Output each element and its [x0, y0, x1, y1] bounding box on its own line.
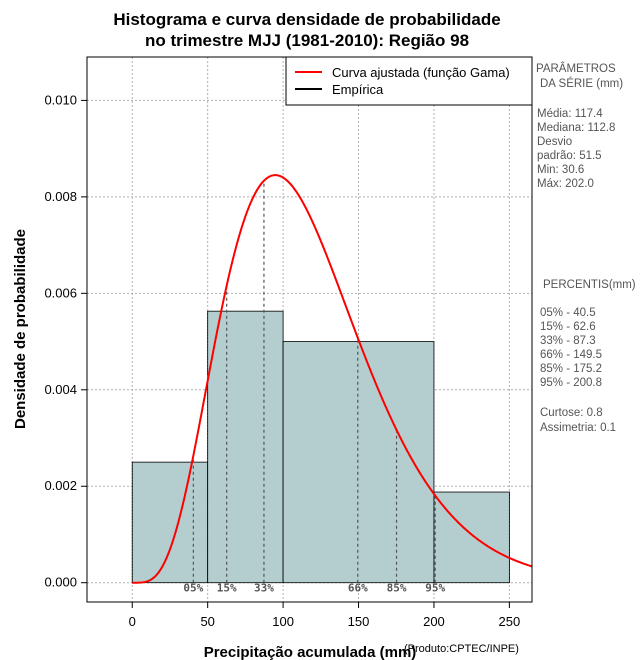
stat-assimetria: Assimetria: 0.1: [540, 422, 616, 434]
legend-label-empirical: Empírica: [332, 82, 384, 97]
params-title-line-2: DA SÉRIE (mm): [540, 77, 623, 90]
param-max: Máx: 202.0: [537, 178, 594, 190]
x-tick-label-1: 50: [200, 614, 214, 629]
legend: Curva ajustada (função Gama) Empírica: [285, 56, 533, 106]
percentile-label-66%: 66%: [348, 582, 368, 595]
percentil-33: 33% - 87.3: [540, 335, 596, 347]
percentis-title: PERCENTIS(mm): [543, 279, 636, 291]
stat-curtose: Curtose: 0.8: [540, 407, 603, 419]
param-std-label: Desvio: [537, 136, 572, 148]
series-parameters-panel: PARÂMETROS DA SÉRIE (mm) Média: 117.4 Me…: [536, 62, 623, 190]
percentil-15: 15% - 62.6: [540, 321, 596, 333]
percentil-05: 05% - 40.5: [540, 307, 596, 319]
y-tick-label-4: 0.008: [44, 189, 77, 204]
percentil-95: 95% - 200.8: [540, 377, 602, 389]
x-tick-label-3: 150: [348, 614, 370, 629]
y-axis-ticks: 0.000 0.002 0.004 0.006 0.008 0.010: [44, 92, 87, 590]
x-tick-label-0: 0: [129, 614, 136, 629]
y-tick-label-2: 0.004: [44, 382, 77, 397]
x-tick-label-5: 250: [499, 614, 521, 629]
x-axis-title: Precipitação acumulada (mm): [204, 644, 417, 660]
product-credit: (Produto:CPTEC/INPE): [404, 643, 519, 655]
params-title-line-1: PARÂMETROS: [536, 62, 616, 75]
histogram-bars: [131, 310, 510, 584]
gamma-density-curve: [132, 174, 533, 584]
percentile-label-95%: 95%: [425, 582, 445, 595]
histogram-bar-3: [433, 491, 510, 584]
percentil-85: 85% - 175.2: [540, 363, 602, 375]
percentile-label-85%: 85%: [387, 582, 407, 595]
param-median: Mediana: 112.8: [537, 122, 615, 134]
param-std: padrão: 51.5: [537, 150, 602, 162]
x-axis-ticks: 0 50 100 150 200 250: [129, 602, 521, 629]
x-tick-label-4: 200: [423, 614, 445, 629]
percentiles-panel: PERCENTIS(mm) 05% - 40.5 15% - 62.6 33% …: [540, 279, 636, 434]
y-tick-label-0: 0.000: [44, 575, 77, 590]
percentile-label-33%: 33%: [254, 582, 274, 595]
param-min: Min: 30.6: [537, 164, 584, 176]
histogram-bar-0: [131, 461, 209, 584]
y-tick-label-1: 0.002: [44, 478, 77, 493]
percentile-markers: 05% 15% 33% 66% 85% 95%: [183, 180, 445, 595]
histogram-bar-2: [282, 341, 435, 584]
histogram-bar-1: [207, 310, 284, 584]
y-axis-title: Densidade de probabilidade: [12, 229, 29, 429]
percentile-label-15%: 15%: [217, 582, 237, 595]
percentil-66: 66% - 149.5: [540, 349, 602, 361]
chart-title-line-1: Histograma e curva densidade de probabil…: [113, 10, 500, 29]
legend-box: [285, 56, 533, 106]
y-tick-label-3: 0.006: [44, 285, 77, 300]
legend-label-curve: Curva ajustada (função Gama): [332, 65, 510, 80]
param-mean: Média: 117.4: [537, 108, 603, 120]
y-tick-label-5: 0.010: [44, 92, 77, 107]
percentile-label-05%: 05%: [183, 582, 203, 595]
chart-title-line-2: no trimestre MJJ (1981-2010): Região 98: [145, 31, 469, 50]
x-tick-label-2: 100: [272, 614, 294, 629]
